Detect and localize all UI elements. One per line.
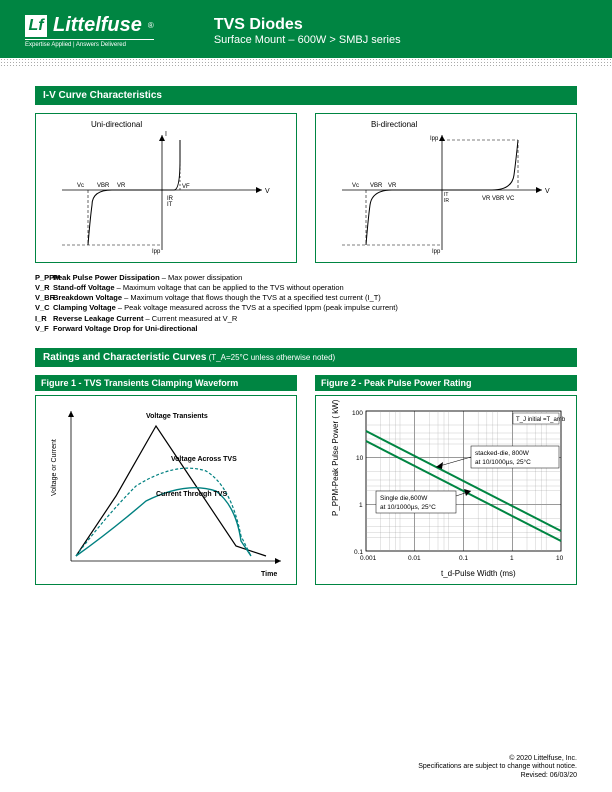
svg-text:1: 1	[510, 555, 514, 562]
iv-uni-label: Uni-directional	[91, 120, 142, 129]
svg-text:Ipp: Ipp	[430, 136, 439, 142]
svg-text:0.1: 0.1	[459, 555, 468, 562]
svg-text:0.01: 0.01	[408, 555, 421, 562]
param-definitions: P_PPMPeak Pulse Power Dissipation – Max …	[35, 273, 577, 334]
svg-text:10: 10	[356, 455, 364, 462]
iv-bi-label: Bi-directional	[371, 120, 417, 129]
svg-text:Single die,600W: Single die,600W	[380, 495, 428, 502]
svg-text:at 10/1000µs, 25°C: at 10/1000µs, 25°C	[475, 458, 531, 466]
svg-text:VR VBR VC: VR VBR VC	[482, 196, 515, 202]
page-footer: © 2020 Littelfuse, Inc. Specifications a…	[418, 755, 577, 780]
figure2-chart: stacked-die, 800W at 10/1000µs, 25°C Sin…	[316, 396, 576, 584]
svg-text:Ipp: Ipp	[432, 249, 441, 255]
footer-disclaimer: Specifications are subject to change wit…	[418, 763, 577, 771]
svg-text:at 10/1000µs, 25°C: at 10/1000µs, 25°C	[380, 503, 436, 511]
svg-text:VR: VR	[388, 183, 397, 189]
iv-panel-uni: Uni-directional V I IR IT VF Vc	[35, 113, 297, 263]
svg-text:Vc: Vc	[352, 183, 359, 189]
svg-text:Time: Time	[261, 571, 277, 578]
svg-text:Voltage or Current: Voltage or Current	[51, 439, 58, 496]
svg-text:T_J initial =T_amb: T_J initial =T_amb	[516, 417, 566, 423]
decorative-dotband	[0, 58, 612, 66]
iv-curve-uni: V I IR IT VF Vc VBR VR Ipp	[42, 120, 282, 260]
svg-text:0.001: 0.001	[360, 555, 377, 562]
doc-title: TVS Diodes	[214, 16, 401, 34]
svg-text:VF: VF	[182, 184, 190, 190]
svg-text:t_d-Pulse Width (ms): t_d-Pulse Width (ms)	[441, 569, 516, 578]
figure1-title: Figure 1 - TVS Transients Clamping Wavef…	[35, 375, 297, 391]
svg-text:0.1: 0.1	[354, 549, 363, 556]
svg-text:VR: VR	[117, 183, 126, 189]
svg-text:stacked-die, 800W: stacked-die, 800W	[475, 450, 530, 457]
footer-copyright: © 2020 Littelfuse, Inc.	[418, 755, 577, 763]
svg-text:Ipp: Ipp	[152, 249, 161, 255]
svg-text:IT: IT	[167, 202, 173, 208]
iv-panel-bi: Bi-directional V Ipp Vc VBR VR VR VBR VC	[315, 113, 577, 263]
svg-text:VBR: VBR	[370, 183, 383, 189]
section-iv-title: I-V Curve Characteristics	[35, 86, 577, 105]
svg-text:V: V	[545, 188, 550, 195]
page-header: Lf Littelfuse® Expertise Applied | Answe…	[0, 0, 612, 58]
svg-text:1: 1	[359, 502, 363, 509]
svg-text:Voltage Transients: Voltage Transients	[146, 413, 208, 420]
svg-text:10: 10	[556, 555, 564, 562]
brand-name: Littelfuse	[53, 14, 142, 37]
svg-text:Current Through TVS: Current Through TVS	[156, 491, 227, 498]
svg-text:P_PPM-Peak Pulse Power ( kW): P_PPM-Peak Pulse Power ( kW)	[331, 399, 340, 516]
footer-revised: Revised: 06/03/20	[418, 772, 577, 780]
svg-text:I: I	[165, 131, 167, 138]
svg-text:V: V	[265, 188, 270, 195]
svg-text:IR: IR	[444, 198, 449, 204]
svg-text:Vc: Vc	[77, 183, 84, 189]
doc-subtitle: Surface Mount – 600W > SMBJ series	[214, 34, 401, 46]
svg-text:100: 100	[352, 410, 363, 417]
brand-block: Lf Littelfuse® Expertise Applied | Answe…	[25, 14, 154, 48]
iv-curve-bi: V Ipp Vc VBR VR VR VBR VC IT IR Ipp	[322, 120, 562, 260]
brand-icon: Lf	[25, 15, 47, 37]
brand-tagline: Expertise Applied | Answers Delivered	[25, 39, 154, 48]
figure2-title: Figure 2 - Peak Pulse Power Rating	[315, 375, 577, 391]
section-ratings-title: Ratings and Characteristic Curves (T_A=2…	[35, 348, 577, 367]
figure1-panel: Voltage or Current Time Voltage Transien…	[35, 395, 297, 585]
figure1-chart: Voltage or Current Time Voltage Transien…	[36, 396, 296, 584]
figure2-panel: stacked-die, 800W at 10/1000µs, 25°C Sin…	[315, 395, 577, 585]
svg-text:Voltage Across TVS: Voltage Across TVS	[171, 456, 237, 463]
doc-title-block: TVS Diodes Surface Mount – 600W > SMBJ s…	[214, 16, 401, 46]
svg-text:VBR: VBR	[97, 183, 110, 189]
